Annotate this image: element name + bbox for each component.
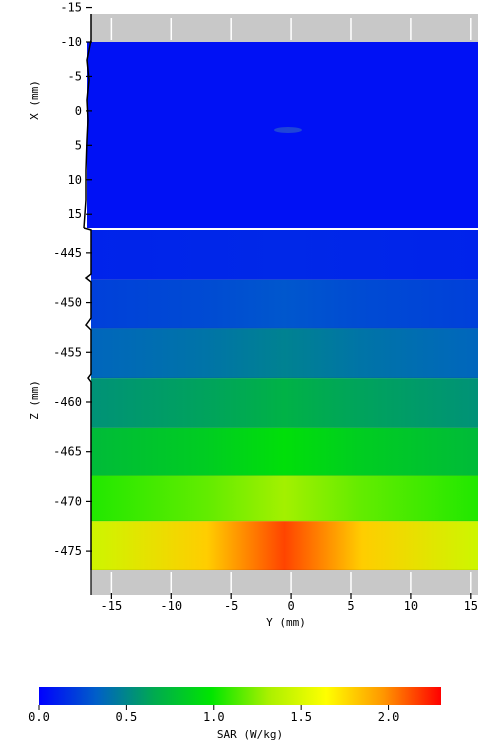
z-axis-title: Z (mm) (28, 380, 41, 420)
y-tick-label: 10 (404, 599, 418, 613)
z-tick-label: -455 (53, 345, 82, 359)
bottom-panel: -445 -450 -455 -460 -465 -470 -475 Z (mm) (28, 227, 478, 571)
sar-band (91, 521, 478, 570)
y-frame-ticks (110, 572, 472, 593)
sar-band (91, 475, 478, 522)
y-tick-label: 0 (287, 599, 294, 613)
colorbar-bar (39, 687, 441, 705)
top-panel: -15 -10 -5 0 5 10 15 X (mm) (28, 1, 478, 229)
colorbar-title: SAR (W/kg) (217, 728, 283, 741)
top-tick-label: -5 (68, 69, 82, 83)
top-tick-label: -15 (60, 1, 82, 15)
sar-band (91, 427, 478, 476)
z-tick-label: -460 (53, 395, 82, 409)
top-panel-frame (91, 14, 478, 42)
colorbar: 0.0 0.5 1.0 1.5 2.0 SAR (W/kg) (28, 687, 441, 741)
top-axis-title: X (mm) (28, 80, 41, 120)
top-sar-surface (87, 42, 478, 228)
colorbar-tick-label: 0.0 (28, 710, 50, 724)
sar-band (91, 279, 478, 329)
z-tick-label: -475 (53, 544, 82, 558)
colorbar-tick-label: 1.0 (203, 710, 225, 724)
z-tick-label: -470 (53, 494, 82, 508)
colorbar-tick-label: 2.0 (378, 710, 400, 724)
top-panel-border (83, 14, 92, 229)
y-tick-marks: -15 -10 -5 0 5 10 15 (101, 593, 478, 613)
y-tick-label: -10 (160, 599, 182, 613)
y-tick-label: -15 (101, 599, 123, 613)
top-tick-label: -10 (60, 35, 82, 49)
sar-band (91, 328, 478, 379)
top-tick-label: 5 (75, 138, 82, 152)
colorbar-ticks: 0.0 0.5 1.0 1.5 2.0 (28, 705, 399, 724)
bottom-frame-strip (91, 570, 478, 595)
sar-bands (91, 230, 478, 571)
bottom-panel-border (83, 227, 92, 570)
top-tick-label: 15 (68, 207, 82, 221)
y-tick-label: 5 (347, 599, 354, 613)
top-tick-label: 10 (68, 173, 82, 187)
top-tick-marks: -15 -10 -5 0 5 10 15 (60, 1, 92, 221)
z-tick-label: -450 (53, 296, 82, 310)
y-tick-label: 15 (464, 599, 478, 613)
top-frame-ticks (110, 18, 472, 40)
top-tick-label: 0 (75, 104, 82, 118)
y-axis: -15 -10 -5 0 5 10 15 Y (mm) (90, 570, 478, 629)
top-hotspot-mark (274, 127, 302, 133)
y-tick-label: -5 (224, 599, 238, 613)
sar-band (91, 230, 478, 280)
sar-band (91, 378, 478, 428)
z-tick-marks: -445 -450 -455 -460 -465 -470 -475 (53, 246, 92, 558)
colorbar-tick-label: 1.5 (290, 710, 312, 724)
colorbar-tick-label: 0.5 (116, 710, 138, 724)
z-tick-label: -445 (53, 246, 82, 260)
z-tick-label: -465 (53, 445, 82, 459)
y-axis-title: Y (mm) (266, 616, 306, 629)
